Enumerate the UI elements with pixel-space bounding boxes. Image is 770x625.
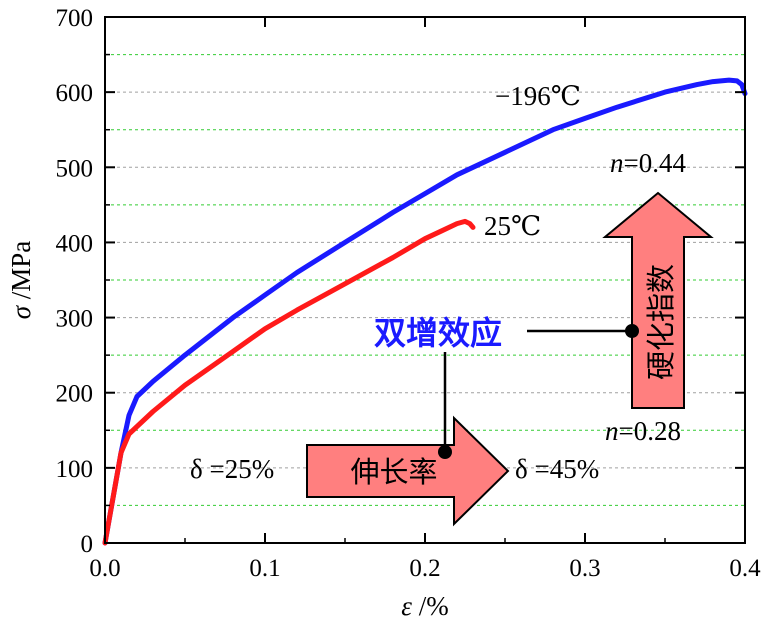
- y-tick-label: 200: [56, 381, 94, 408]
- y-tick-label: 0: [81, 531, 94, 558]
- x-axis-label: ε /%: [401, 591, 448, 621]
- elongation-arrow-label: 伸长率: [350, 455, 437, 489]
- axis-ticks: 0 100 200 300 400 500 600 700 0.0 0.1 0.2 0.3 0.4: [56, 5, 762, 582]
- connector-dot-elongation: [438, 445, 452, 459]
- connector-dot-hardening: [625, 324, 639, 338]
- hardening-arrow-label: 硬化指数: [644, 264, 678, 380]
- x-tick-label: 0.2: [409, 555, 440, 582]
- y-tick-label: 400: [56, 230, 94, 257]
- y-tick-label: 300: [56, 306, 94, 333]
- n-high-label: n=0.44: [610, 148, 686, 178]
- series-label-25: 25℃: [484, 211, 541, 241]
- delta-high-label: δ =45%: [515, 454, 599, 484]
- y-tick-label: 500: [56, 155, 94, 182]
- hardening-arrow: [602, 191, 714, 409]
- y-axis-label: σ /MPa: [6, 241, 36, 320]
- x-tick-label: 0.1: [249, 555, 280, 582]
- x-tick-label: 0.3: [569, 555, 600, 582]
- y-tick-label: 600: [56, 80, 94, 107]
- x-tick-label: 0.4: [729, 555, 761, 582]
- series-group: [102, 77, 748, 546]
- series-label-196: −196℃: [495, 81, 581, 111]
- x-tick-label: 0.0: [89, 555, 120, 582]
- elongation-arrow: [306, 415, 510, 527]
- series-line-1: [102, 218, 476, 546]
- series-line-0: [102, 77, 748, 546]
- delta-low-label: δ =25%: [190, 454, 274, 484]
- y-tick-label: 700: [56, 5, 94, 32]
- y-tick-label: 100: [56, 456, 94, 483]
- n-low-label: n=0.28: [605, 416, 681, 446]
- double-effect-label: 双增效应: [374, 314, 502, 352]
